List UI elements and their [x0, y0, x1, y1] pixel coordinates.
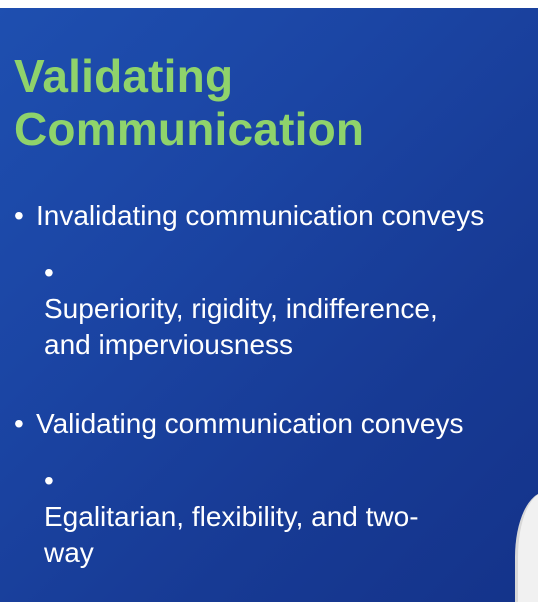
bullet-dot: • [44, 465, 54, 496]
slide-title: Validating Communication [14, 50, 364, 156]
title-line-1: Validating [14, 50, 234, 102]
bullet-1-sub-text: Superiority, rigidity, indifference, and… [44, 293, 438, 360]
bullet-dot: • [44, 257, 54, 288]
bullet-2: • Validating communication conveys [14, 406, 463, 442]
bullet-2-text: Validating communication conveys [36, 408, 464, 439]
bullet-1-text: Invalidating communication conveys [36, 200, 485, 231]
title-line-2: Communication [14, 103, 365, 155]
bullet-dot: • [14, 408, 24, 439]
top-border [0, 0, 538, 8]
bullet-1: • Invalidating communication conveys [14, 198, 484, 234]
bullet-1-sub: • Superiority, rigidity, indifference, an… [44, 255, 474, 363]
bullet-2-sub: • Egalitarian, flexibility, and two-way [44, 463, 474, 571]
bullet-dot: • [14, 200, 24, 231]
bullet-2-sub-text: Egalitarian, flexibility, and two-way [44, 501, 419, 568]
presenter-silhouette [515, 492, 538, 602]
